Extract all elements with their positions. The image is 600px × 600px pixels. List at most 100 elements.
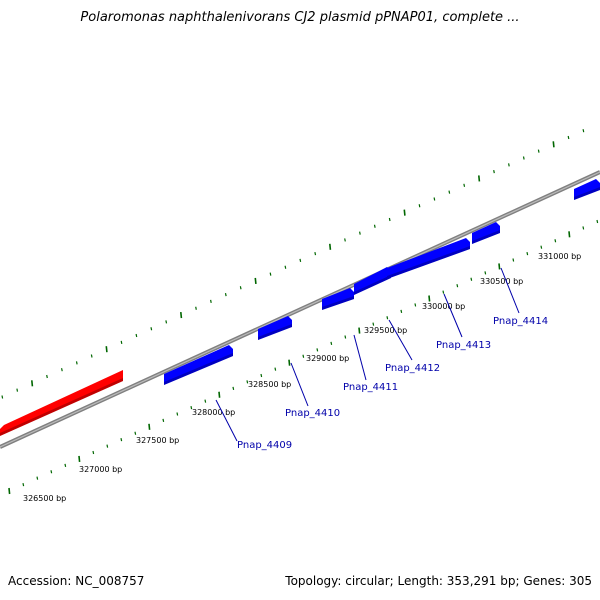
tick-mark	[330, 341, 333, 346]
tick-mark	[552, 141, 555, 148]
tick-mark	[448, 190, 451, 194]
tick-mark	[418, 204, 421, 208]
tick-mark	[554, 239, 557, 243]
accession-text: Accession: NC_008757	[8, 574, 145, 588]
tick-mark	[498, 263, 501, 270]
tick-mark	[260, 373, 263, 378]
tick-mark	[373, 224, 376, 228]
gene-shade	[258, 324, 292, 340]
gene-pnap_4413	[387, 238, 470, 279]
tick-mark	[224, 292, 227, 297]
backbone-highlight	[0, 171, 600, 448]
gene-track	[0, 179, 600, 436]
tick-mark	[180, 311, 183, 319]
tick-mark	[596, 219, 599, 224]
topology-summary: Topology: circular; Length: 353,291 bp; …	[285, 574, 592, 588]
tick-mark	[120, 340, 123, 344]
gene-pnap_4412	[354, 267, 391, 295]
gene-label: Pnap_4410	[285, 408, 340, 419]
tick-mark	[284, 265, 287, 269]
tick-mark	[372, 322, 375, 326]
gene-body	[0, 370, 123, 436]
tick-mark	[50, 470, 53, 474]
tick-mark	[537, 149, 540, 153]
tick-mark	[302, 354, 305, 358]
tick-mark	[16, 388, 19, 392]
tick-mark	[31, 380, 34, 387]
tick-label: 327000 bp	[79, 465, 122, 474]
gene-shade	[574, 187, 600, 200]
tick-mark	[316, 348, 319, 352]
tick-mark	[195, 306, 197, 310]
tick-label: 327500 bp	[136, 436, 179, 445]
gene-label: Pnap_4413	[436, 340, 491, 351]
tick-mark	[403, 209, 406, 216]
tick-mark	[388, 217, 391, 222]
tick-label: 329500 bp	[364, 326, 407, 335]
tick-mark	[522, 156, 525, 160]
map-title: Polaromonas naphthalenivorans CJ2 plasmi…	[80, 10, 520, 25]
gene-body	[472, 222, 500, 244]
tick-mark	[232, 386, 235, 390]
tick-mark	[105, 346, 108, 353]
tick-mark	[470, 277, 473, 281]
tick-mark	[582, 129, 585, 133]
tick-mark	[162, 418, 165, 423]
tick-mark	[165, 320, 168, 324]
tick-mark	[478, 175, 481, 182]
tick-mark	[61, 368, 63, 372]
gene-pnap_4414	[472, 222, 500, 244]
tick-mark	[299, 258, 302, 263]
gene-body	[387, 238, 470, 279]
tick-mark	[442, 290, 445, 294]
gene-label: Pnap_4409	[237, 440, 292, 451]
tick-mark	[120, 438, 123, 442]
gene-labels: Pnap_4409 Pnap_4410 Pnap_4411 Pnap_4412 Pnap…	[215, 267, 548, 451]
tick-mark	[386, 316, 389, 320]
tick-mark	[8, 487, 11, 495]
gene-body	[164, 345, 233, 385]
tick-mark	[92, 450, 95, 455]
tick-label: 331000 bp	[538, 252, 581, 261]
tick-mark	[582, 226, 585, 230]
gene-label-leader	[215, 399, 238, 442]
tick-mark	[400, 309, 403, 313]
tick-label: 326500 bp	[23, 494, 66, 503]
tick-mark	[134, 431, 137, 435]
tick-mark	[1, 395, 4, 399]
tick-mark	[526, 251, 529, 256]
gene-shade	[322, 296, 354, 310]
tick-mark	[493, 170, 495, 174]
tick-mark	[288, 359, 291, 366]
tick-mark	[344, 238, 346, 242]
tick-label: 328000 bp	[192, 408, 235, 417]
gene-body	[258, 316, 292, 340]
gene-label: Pnap_4411	[343, 382, 398, 393]
tick-mark	[512, 258, 515, 262]
gene-unlabeled	[0, 370, 123, 436]
tick-mark	[359, 231, 361, 235]
tick-label: 330000 bp	[422, 302, 465, 311]
tick-mark	[22, 482, 25, 487]
gene-shade	[354, 275, 391, 295]
tick-mark	[358, 327, 361, 334]
tick-mark	[75, 361, 78, 365]
gene-pnap_4410	[258, 316, 292, 340]
tick-labels: 326500 bp 327000 bp 327500 bp 328000 bp 3285…	[23, 252, 581, 503]
tick-mark	[567, 135, 570, 140]
tick-label: 328500 bp	[248, 380, 291, 389]
inner-tick-ring	[8, 219, 599, 495]
tick-mark	[239, 286, 242, 290]
gene-shade	[472, 230, 500, 244]
tick-label: 330500 bp	[480, 277, 523, 286]
tick-label: 329000 bp	[306, 354, 349, 363]
gene-shade	[387, 246, 470, 279]
tick-mark	[344, 335, 347, 339]
gene-label-leader	[290, 362, 309, 407]
tick-mark	[428, 295, 431, 302]
tick-mark	[150, 327, 153, 331]
gene-label-leader	[500, 267, 520, 314]
tick-mark	[36, 476, 39, 480]
gene-shade	[164, 353, 233, 385]
